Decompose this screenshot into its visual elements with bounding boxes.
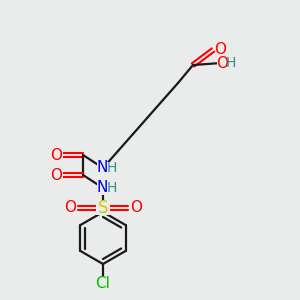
Text: O: O (130, 200, 142, 215)
Text: O: O (216, 56, 228, 70)
Text: O: O (50, 167, 62, 182)
FancyBboxPatch shape (97, 182, 115, 194)
FancyBboxPatch shape (94, 277, 112, 290)
Text: O: O (50, 148, 62, 163)
Text: H: H (226, 56, 236, 70)
Text: H: H (107, 161, 117, 175)
Text: S: S (98, 199, 108, 217)
Text: N: N (96, 160, 108, 175)
FancyBboxPatch shape (50, 148, 62, 161)
Text: Cl: Cl (96, 275, 110, 290)
FancyBboxPatch shape (64, 202, 76, 214)
FancyBboxPatch shape (50, 169, 62, 182)
FancyBboxPatch shape (130, 202, 142, 214)
FancyBboxPatch shape (214, 44, 226, 56)
Text: O: O (214, 43, 226, 58)
FancyBboxPatch shape (97, 161, 115, 175)
FancyBboxPatch shape (96, 201, 110, 215)
Text: H: H (107, 181, 117, 195)
Text: O: O (64, 200, 76, 215)
FancyBboxPatch shape (217, 57, 237, 69)
Text: N: N (96, 181, 108, 196)
